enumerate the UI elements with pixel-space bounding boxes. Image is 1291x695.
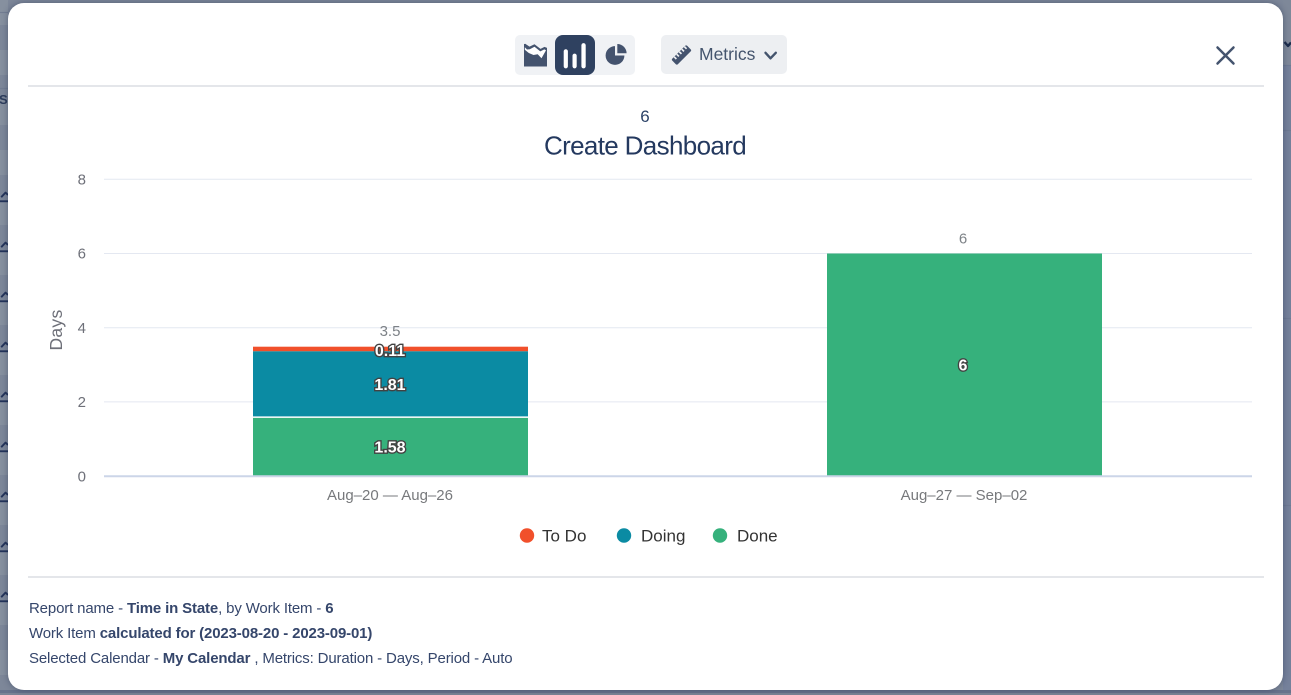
svg-text:Aug–27 — Sep–02: Aug–27 — Sep–02: [901, 487, 1028, 504]
svg-text:Days: Days: [46, 309, 66, 350]
svg-text:8: 8: [78, 172, 86, 189]
svg-text:2: 2: [78, 394, 86, 411]
svg-text:1.81: 1.81: [374, 377, 405, 394]
svg-text:To Do: To Do: [542, 527, 586, 546]
svg-text:Aug–20 — Aug–26: Aug–20 — Aug–26: [327, 487, 453, 504]
svg-text:6: 6: [959, 358, 968, 375]
svg-text:S: S: [0, 92, 8, 107]
svg-text:Create Dashboard: Create Dashboard: [544, 131, 746, 161]
svg-text:6: 6: [78, 246, 86, 263]
svg-text:Doing: Doing: [641, 527, 685, 546]
svg-text:3.5: 3.5: [380, 323, 401, 340]
svg-text:0: 0: [78, 468, 86, 485]
svg-text:0.11: 0.11: [375, 343, 405, 360]
svg-text:Done: Done: [737, 527, 778, 546]
svg-text:1.58: 1.58: [374, 440, 405, 457]
svg-text:6: 6: [959, 231, 967, 248]
svg-text:6: 6: [640, 107, 649, 126]
svg-text:4: 4: [78, 320, 86, 337]
